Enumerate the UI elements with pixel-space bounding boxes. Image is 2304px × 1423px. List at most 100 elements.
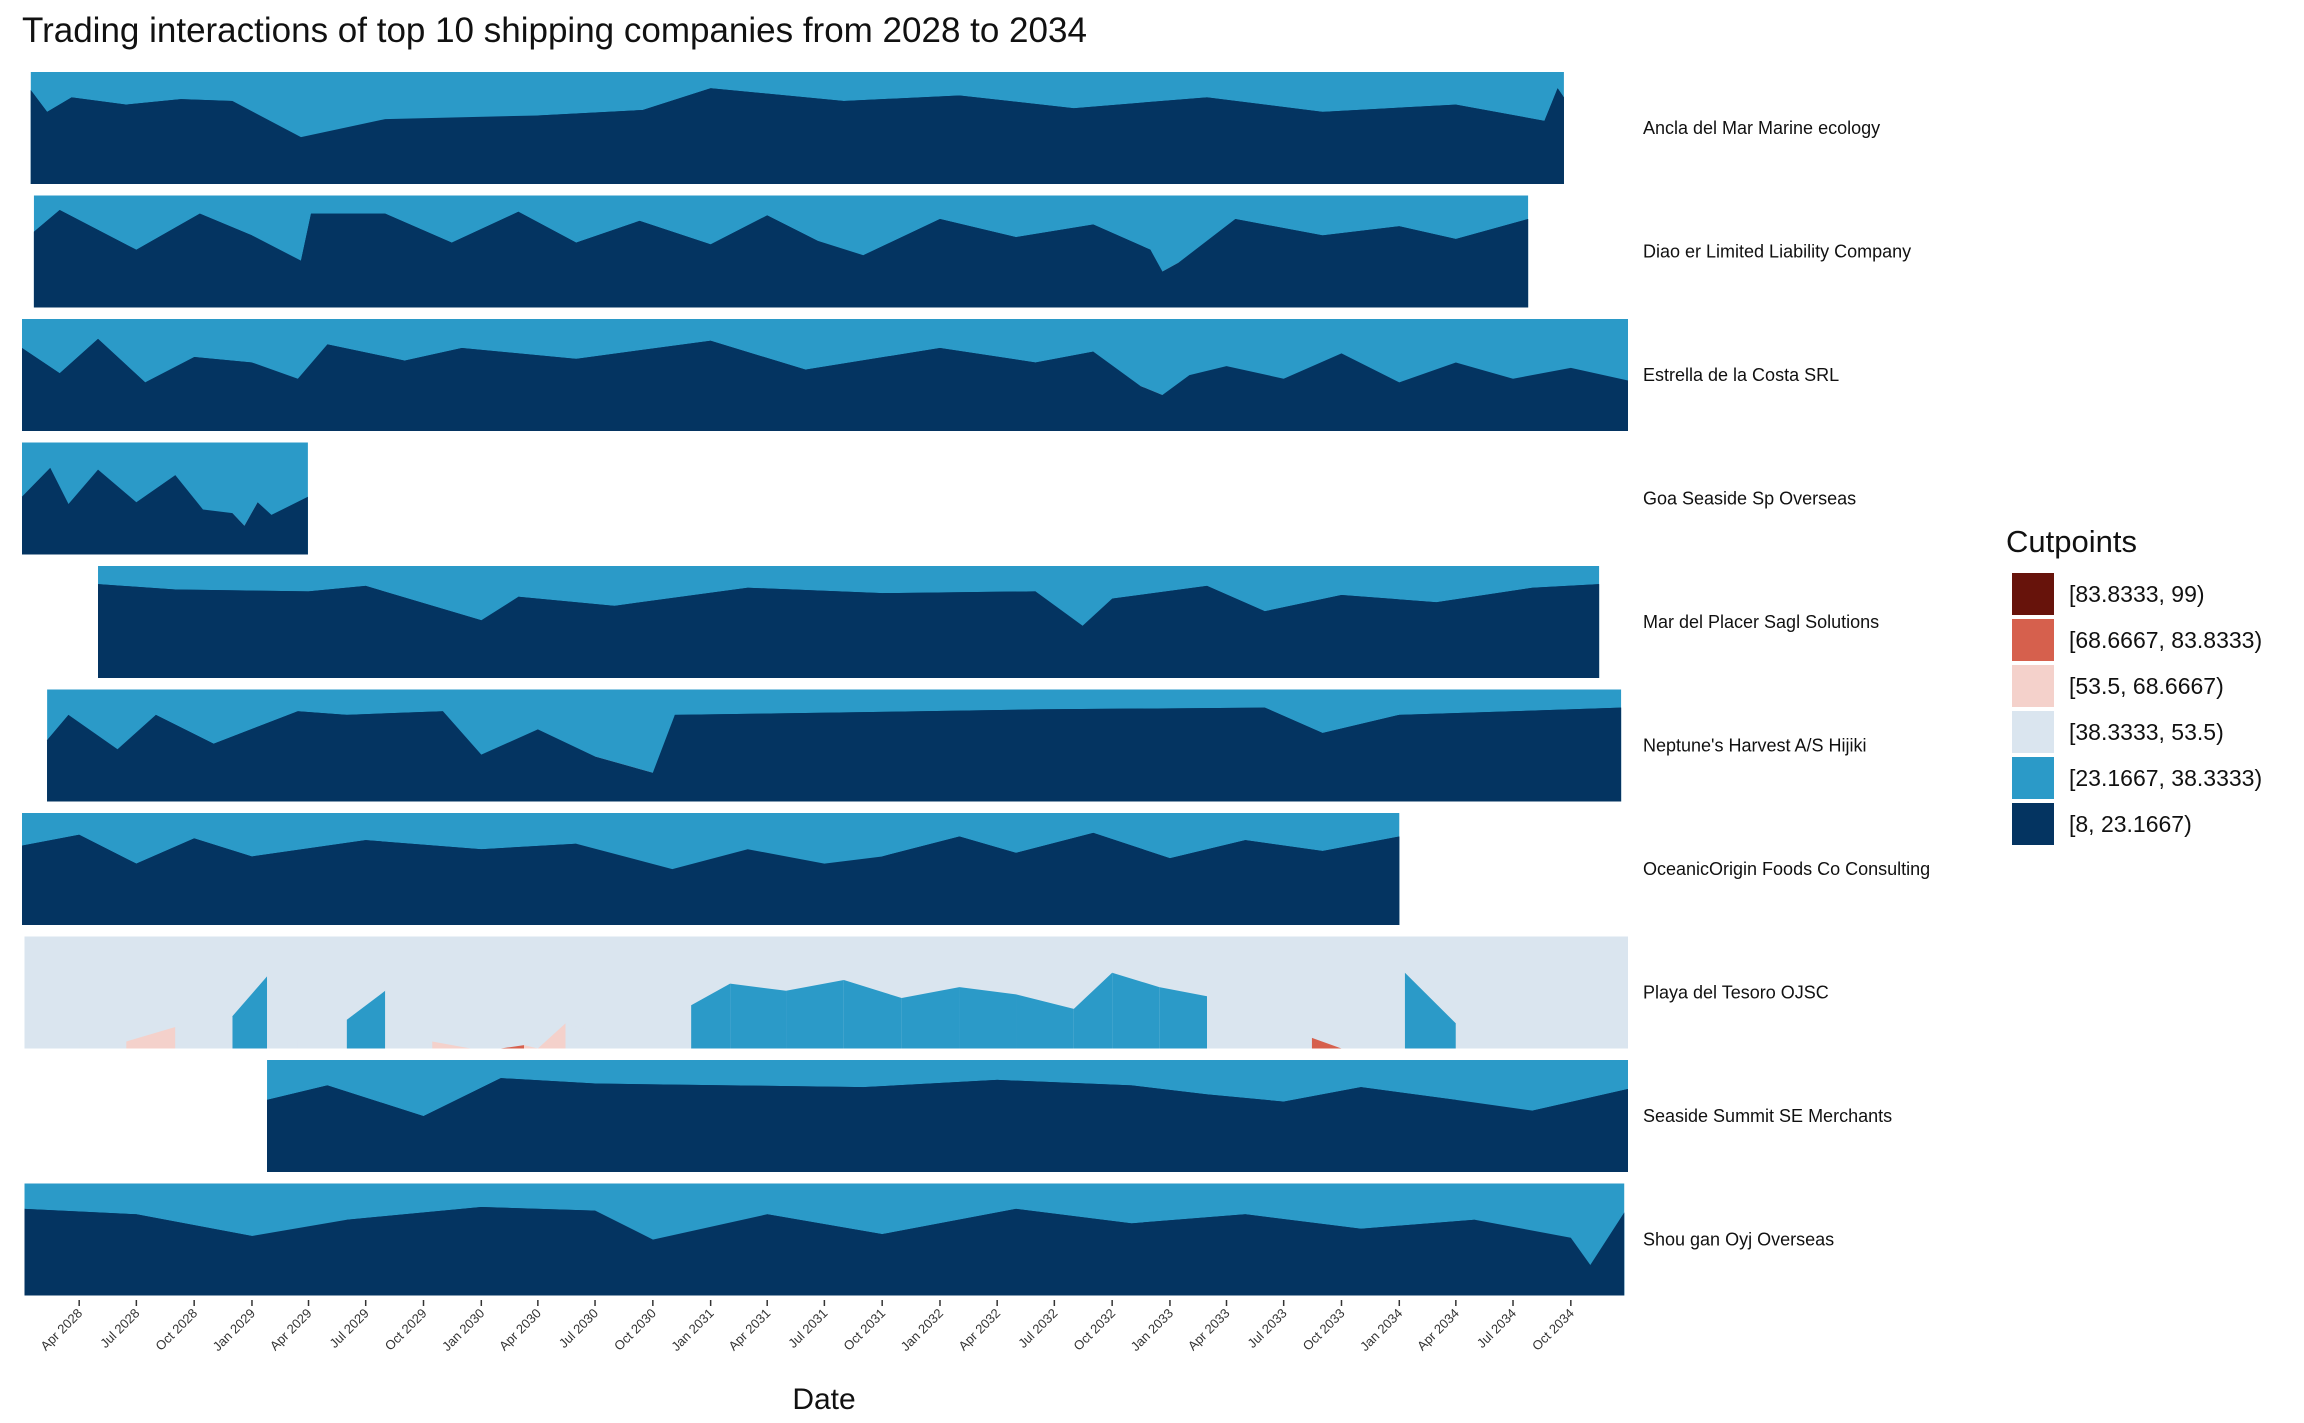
area-segment <box>786 979 844 1049</box>
area-segment <box>1455 1023 1514 1049</box>
lane-estrella-de-la-costa-srl: Estrella de la Costa SRL <box>22 319 1839 431</box>
area-segment <box>175 1016 233 1049</box>
x-axis: Apr 2028 Jul 2028 Oct 2028 Jan 2029 Apr 2029… <box>37 1300 1577 1354</box>
x-tick-label: Apr 2032 <box>955 1306 1003 1354</box>
x-tick-label: Jan 2030 <box>439 1306 487 1354</box>
legend-swatch <box>2012 803 2054 845</box>
lane-oceanicorigin-foods-co-consulting: OceanicOrigin Foods Co Consulting <box>22 813 1930 925</box>
area-segment <box>232 976 268 1049</box>
area-series <box>98 584 1600 678</box>
x-tick-label: Apr 2028 <box>37 1306 85 1354</box>
legend-item: [23.1667, 38.3333) <box>2012 757 2262 799</box>
area-segment <box>1570 1008 1628 1049</box>
legend-items: [83.8333, 99) [68.6667, 83.8333) [53.5, 68… <box>2012 573 2262 845</box>
x-tick-label: Jan 2029 <box>210 1306 258 1354</box>
area-segment <box>500 1045 525 1049</box>
lane-ancla-del-mar-marine-ecology: Ancla del Mar Marine ecology <box>30 72 1880 184</box>
legend-label: [83.8333, 99) <box>2069 581 2205 607</box>
x-tick-label: Jul 2032 <box>1015 1306 1060 1351</box>
x-tick-label: Jul 2031 <box>785 1306 830 1351</box>
legend-item: [53.5, 68.6667) <box>2012 665 2224 707</box>
area-segment <box>385 990 433 1049</box>
area-segment <box>1379 972 1405 1049</box>
lane-playa-del-tesoro-ojsc: Playa del Tesoro OJSC <box>24 936 1829 1049</box>
legend-item: [38.3333, 53.5) <box>2012 711 2224 753</box>
lane-label: Diao er Limited Liability Company <box>1643 242 1911 262</box>
x-tick-label: Apr 2031 <box>725 1306 773 1354</box>
legend-swatch <box>2012 665 2054 707</box>
lane-seaside-summit-se-merchants: Seaside Summit SE Merchants <box>267 1060 1892 1172</box>
area-segment <box>614 1016 653 1049</box>
area-segment <box>565 1023 615 1049</box>
x-tick-label: Oct 2028 <box>152 1306 200 1354</box>
lane-label: Mar del Placer Sagl Solutions <box>1643 612 1879 632</box>
legend-label: [38.3333, 53.5) <box>2069 719 2224 745</box>
lane-label: Shou gan Oyj Overseas <box>1643 1230 1834 1250</box>
area-segment <box>1513 1008 1571 1049</box>
x-axis-title: Date <box>792 1383 855 1416</box>
x-tick-label: Jul 2029 <box>326 1306 371 1351</box>
legend: Cutpoints [83.8333, 99) [68.6667, 83.8333… <box>2006 524 2262 845</box>
area-series <box>267 1078 1629 1172</box>
area-segment <box>1311 1037 1342 1049</box>
area-segment <box>1016 994 1074 1049</box>
legend-item: [68.6667, 83.8333) <box>2012 619 2262 661</box>
x-tick-label: Jul 2034 <box>1474 1306 1519 1351</box>
lane-neptune-s-harvest-a-s-hijiki: Neptune's Harvest A/S Hijiki <box>47 689 1867 802</box>
area-segment <box>1159 987 1208 1049</box>
x-tick-label: Oct 2032 <box>1070 1306 1118 1354</box>
lane-shou-gan-oyj-overseas: Shou gan Oyj Overseas <box>24 1183 1834 1296</box>
x-tick-label: Oct 2033 <box>1300 1306 1348 1354</box>
area-segment <box>959 987 1017 1049</box>
area-series <box>30 88 1564 184</box>
legend-swatch <box>2012 573 2054 615</box>
plot-lanes: Ancla del Mar Marine ecology Diao er Limi… <box>22 72 1930 1296</box>
legend-label: [8, 23.1667) <box>2069 811 2192 837</box>
x-tick-label: Oct 2034 <box>1529 1306 1577 1354</box>
area-segment <box>730 983 787 1049</box>
x-tick-label: Oct 2029 <box>382 1306 430 1354</box>
area-segment <box>1404 972 1456 1049</box>
lane-label: Estrella de la Costa SRL <box>1643 365 1839 385</box>
area-segment <box>432 1041 471 1049</box>
x-tick-label: Apr 2029 <box>267 1306 315 1354</box>
legend-label: [68.6667, 83.8333) <box>2069 627 2262 653</box>
area-segment <box>1264 1016 1312 1049</box>
area-segment <box>24 1016 54 1049</box>
lane-label: Seaside Summit SE Merchants <box>1643 1106 1892 1126</box>
area-series <box>22 338 1628 431</box>
x-tick-label: Apr 2030 <box>496 1306 544 1354</box>
area-segment <box>537 1023 566 1049</box>
area-segment <box>79 1019 127 1049</box>
x-tick-label: Apr 2034 <box>1414 1306 1462 1354</box>
x-tick-label: Apr 2033 <box>1185 1306 1233 1354</box>
area-series <box>22 467 308 555</box>
x-tick-label: Jan 2033 <box>1128 1306 1176 1354</box>
x-tick-label: Jan 2034 <box>1357 1306 1405 1354</box>
legend-label: [53.5, 68.6667) <box>2069 673 2224 699</box>
area-series <box>33 209 1529 308</box>
chart-title: Trading interactions of top 10 shipping … <box>22 11 1087 50</box>
legend-item: [8, 23.1667) <box>2012 803 2192 845</box>
area-segment <box>524 1045 538 1049</box>
legend-label: [23.1667, 38.3333) <box>2069 765 2262 791</box>
x-tick-label: Jan 2032 <box>898 1306 946 1354</box>
area-segment <box>297 1019 347 1049</box>
x-tick-label: Jul 2033 <box>1244 1306 1289 1351</box>
lane-diao-er-limited-liability-company: Diao er Limited Liability Company <box>33 195 1911 308</box>
area-segment <box>346 990 386 1049</box>
x-tick-label: Jul 2028 <box>97 1306 142 1351</box>
area-segment <box>267 976 298 1049</box>
lane-label: Ancla del Mar Marine ecology <box>1643 118 1880 138</box>
x-tick-label: Jan 2031 <box>668 1306 716 1354</box>
legend-item: [83.8333, 99) <box>2012 573 2205 615</box>
area-segment <box>53 1019 80 1049</box>
legend-swatch <box>2012 711 2054 753</box>
area-segment <box>901 987 960 1049</box>
area-series <box>22 832 1400 925</box>
area-segment <box>691 983 731 1049</box>
area-segment <box>1112 972 1160 1049</box>
area-segment <box>652 1005 692 1049</box>
legend-title: Cutpoints <box>2006 524 2137 559</box>
